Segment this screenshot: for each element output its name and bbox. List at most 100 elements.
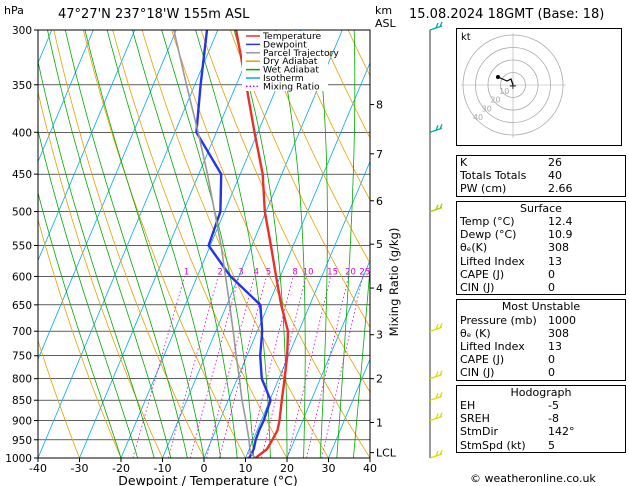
dry-adiabat	[38, 90, 163, 458]
parcel-trajectory-line	[173, 30, 257, 458]
index-value: 308	[548, 326, 569, 340]
indices-top-box: K 26 Totals Totals 40 PW (cm) 2.66	[456, 155, 626, 197]
index-name: SREH	[460, 412, 490, 426]
temp-tick-label: 30	[322, 462, 336, 475]
index-row: CAPE (J) 0	[460, 353, 622, 366]
wind-barb	[429, 124, 443, 133]
index-name: StmSpd (kt)	[460, 438, 526, 452]
mixing-ratio-line	[168, 276, 219, 458]
index-value: 2.66	[548, 182, 573, 196]
pressure-tick-label: 950	[12, 435, 32, 447]
pressure-tick-label: 350	[12, 80, 32, 92]
index-value: 142°	[548, 425, 575, 439]
altitude-tick-label: 2	[376, 373, 383, 386]
index-value: 40	[548, 169, 562, 183]
index-name: Pressure (mb)	[460, 313, 537, 327]
index-name: StmDir	[460, 425, 499, 439]
wet-adiabat	[84, 30, 205, 458]
pressure-tick-label: 400	[12, 127, 32, 139]
index-value: -8	[548, 412, 559, 426]
mixing-ratio-line	[206, 276, 255, 458]
surface-title: Surface	[520, 201, 562, 215]
pressure-tick-label: 550	[12, 240, 32, 252]
isotherm	[203, 61, 370, 458]
pressure-tick-label: 800	[12, 374, 32, 386]
copyright: © weatheronline.co.uk	[470, 472, 596, 485]
temp-tick-label: -20	[112, 462, 130, 475]
index-value: 10.9	[548, 228, 573, 242]
index-name: Lifted Index	[460, 340, 525, 354]
isotherm	[328, 358, 370, 458]
altitude-tick-label: 1	[376, 417, 383, 430]
index-name: CIN (J)	[460, 366, 495, 380]
wet-adiabat	[195, 30, 271, 458]
mixing-ratio-line	[321, 276, 364, 458]
hodograph-title: Hodograph	[510, 385, 572, 399]
dewpoint-line	[195, 30, 272, 458]
pressure-tick-label: 850	[12, 395, 32, 407]
index-value: 0	[548, 353, 555, 367]
mixing-ratio-line	[132, 276, 185, 458]
wet-adiabat	[38, 128, 138, 458]
index-row: K 26	[460, 156, 622, 169]
temp-tick-label: -40	[29, 462, 47, 475]
mixing-ratio-label: 20	[345, 267, 356, 277]
legend-entry: Mixing Ratio	[263, 81, 320, 92]
hodograph-ring-label: 20	[490, 96, 500, 105]
altitude-tick-label: LCL	[376, 447, 397, 460]
index-value: -5	[548, 399, 559, 413]
altitude-tick-label: 7	[376, 148, 383, 161]
index-value: 13	[548, 254, 562, 268]
temperature-line	[234, 30, 290, 458]
index-row: PW (cm) 2.66	[460, 182, 622, 195]
wet-adiabat	[64, 30, 188, 458]
mixing-ratio-label: 10	[303, 267, 314, 277]
index-row: Pressure (mb) 1000	[460, 314, 622, 327]
temp-tick-label: -30	[71, 462, 89, 475]
dry-adiabat	[53, 30, 205, 458]
mixing-ratio-line	[261, 276, 307, 458]
wind-barb	[429, 21, 443, 31]
isotherm	[79, 30, 260, 458]
altitude-tick-label: 8	[376, 99, 383, 112]
dry-adiabat	[259, 30, 370, 265]
index-name: Temp (°C)	[460, 215, 515, 229]
mixing-ratio-label: 4	[254, 267, 259, 277]
most-unstable-title: Most Unstable	[501, 300, 581, 314]
index-name: K	[460, 156, 468, 169]
altitude-tick-label: 3	[376, 329, 383, 342]
dry-adiabat	[288, 30, 370, 201]
index-name: CAPE (J)	[460, 267, 505, 281]
hodograph-point	[496, 75, 500, 79]
temp-tick-label: 10	[239, 462, 253, 475]
temp-tick-label: 0	[201, 462, 208, 475]
isotherm	[120, 30, 302, 458]
temp-tick-label: 40	[363, 462, 377, 475]
index-value: 1000	[548, 313, 576, 327]
mixing-ratio-label: 1	[184, 267, 189, 277]
wet-adiabat	[132, 30, 238, 458]
wet-adiabat	[47, 30, 172, 458]
mixing-ratio-label: 3	[238, 267, 243, 277]
index-row: StmSpd (kt) 5	[460, 439, 622, 452]
isotherm	[38, 30, 219, 458]
indices-panel: K 26 Totals Totals 40 PW (cm) 2.66 Surface Te…	[456, 155, 626, 457]
wet-adiabat	[316, 30, 328, 458]
dry-adiabat	[229, 30, 370, 329]
dry-adiabat	[200, 30, 370, 393]
index-value: 0	[548, 366, 555, 380]
index-value: 26	[548, 156, 562, 169]
legend-entry: Dry Adiabat	[263, 56, 318, 67]
pressure-tick-label: 1000	[5, 453, 32, 465]
index-name: Lifted Index	[460, 254, 525, 268]
dry-adiabat	[38, 218, 122, 458]
isotherm	[162, 30, 343, 458]
mixing-ratio-line	[219, 276, 267, 458]
wind-barb	[429, 322, 443, 332]
wind-barb	[429, 391, 443, 401]
km-unit: km	[375, 4, 393, 17]
asl-unit: ASL	[375, 17, 396, 30]
hpa-unit: hPa	[4, 4, 24, 17]
index-row: Dewp (°C) 10.9	[460, 228, 622, 241]
pressure-tick-label: 700	[12, 326, 32, 338]
